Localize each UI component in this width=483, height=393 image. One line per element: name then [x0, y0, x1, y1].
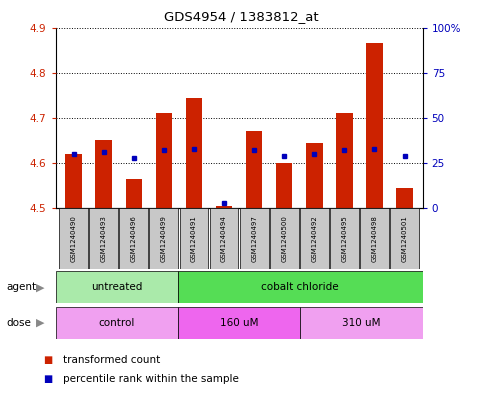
Bar: [56, 271, 178, 303]
Text: ■: ■: [43, 354, 53, 365]
Bar: [246, 132, 262, 208]
Text: GSM1240495: GSM1240495: [341, 215, 347, 262]
Bar: [89, 208, 118, 269]
Text: agent: agent: [6, 282, 36, 292]
Bar: [178, 271, 423, 303]
Bar: [149, 208, 178, 269]
Bar: [366, 43, 383, 208]
Text: control: control: [99, 318, 135, 328]
Bar: [396, 188, 413, 208]
Bar: [300, 208, 329, 269]
Text: 160 uM: 160 uM: [220, 318, 258, 328]
Bar: [240, 208, 269, 269]
Bar: [330, 208, 359, 269]
Text: GSM1240490: GSM1240490: [71, 215, 77, 262]
Text: ▶: ▶: [36, 318, 44, 328]
Bar: [180, 208, 208, 269]
Text: untreated: untreated: [91, 282, 142, 292]
Text: percentile rank within the sample: percentile rank within the sample: [63, 374, 239, 384]
Text: 310 uM: 310 uM: [342, 318, 381, 328]
Text: GSM1240500: GSM1240500: [281, 215, 287, 262]
Text: GDS4954 / 1383812_at: GDS4954 / 1383812_at: [164, 10, 319, 23]
Bar: [59, 208, 88, 269]
Bar: [216, 206, 232, 208]
Text: GSM1240493: GSM1240493: [100, 215, 107, 262]
Bar: [185, 97, 202, 208]
Bar: [96, 140, 112, 208]
Text: GSM1240492: GSM1240492: [312, 215, 317, 262]
Bar: [65, 154, 82, 208]
Bar: [126, 179, 142, 208]
Text: ▶: ▶: [36, 282, 44, 292]
Bar: [336, 114, 353, 208]
Text: GSM1240496: GSM1240496: [131, 215, 137, 262]
Text: GSM1240501: GSM1240501: [401, 215, 408, 262]
Text: GSM1240497: GSM1240497: [251, 215, 257, 262]
Bar: [178, 307, 300, 339]
Bar: [156, 114, 172, 208]
Text: ■: ■: [43, 374, 53, 384]
Text: cobalt chloride: cobalt chloride: [261, 282, 339, 292]
Text: GSM1240499: GSM1240499: [161, 215, 167, 262]
Text: GSM1240494: GSM1240494: [221, 215, 227, 262]
Text: dose: dose: [6, 318, 31, 328]
Bar: [270, 208, 298, 269]
Text: transformed count: transformed count: [63, 354, 160, 365]
Bar: [300, 307, 423, 339]
Bar: [276, 163, 293, 208]
Bar: [390, 208, 419, 269]
Bar: [360, 208, 389, 269]
Text: GSM1240498: GSM1240498: [371, 215, 378, 262]
Bar: [306, 143, 323, 208]
Bar: [210, 208, 239, 269]
Bar: [119, 208, 148, 269]
Bar: [56, 307, 178, 339]
Text: GSM1240491: GSM1240491: [191, 215, 197, 262]
